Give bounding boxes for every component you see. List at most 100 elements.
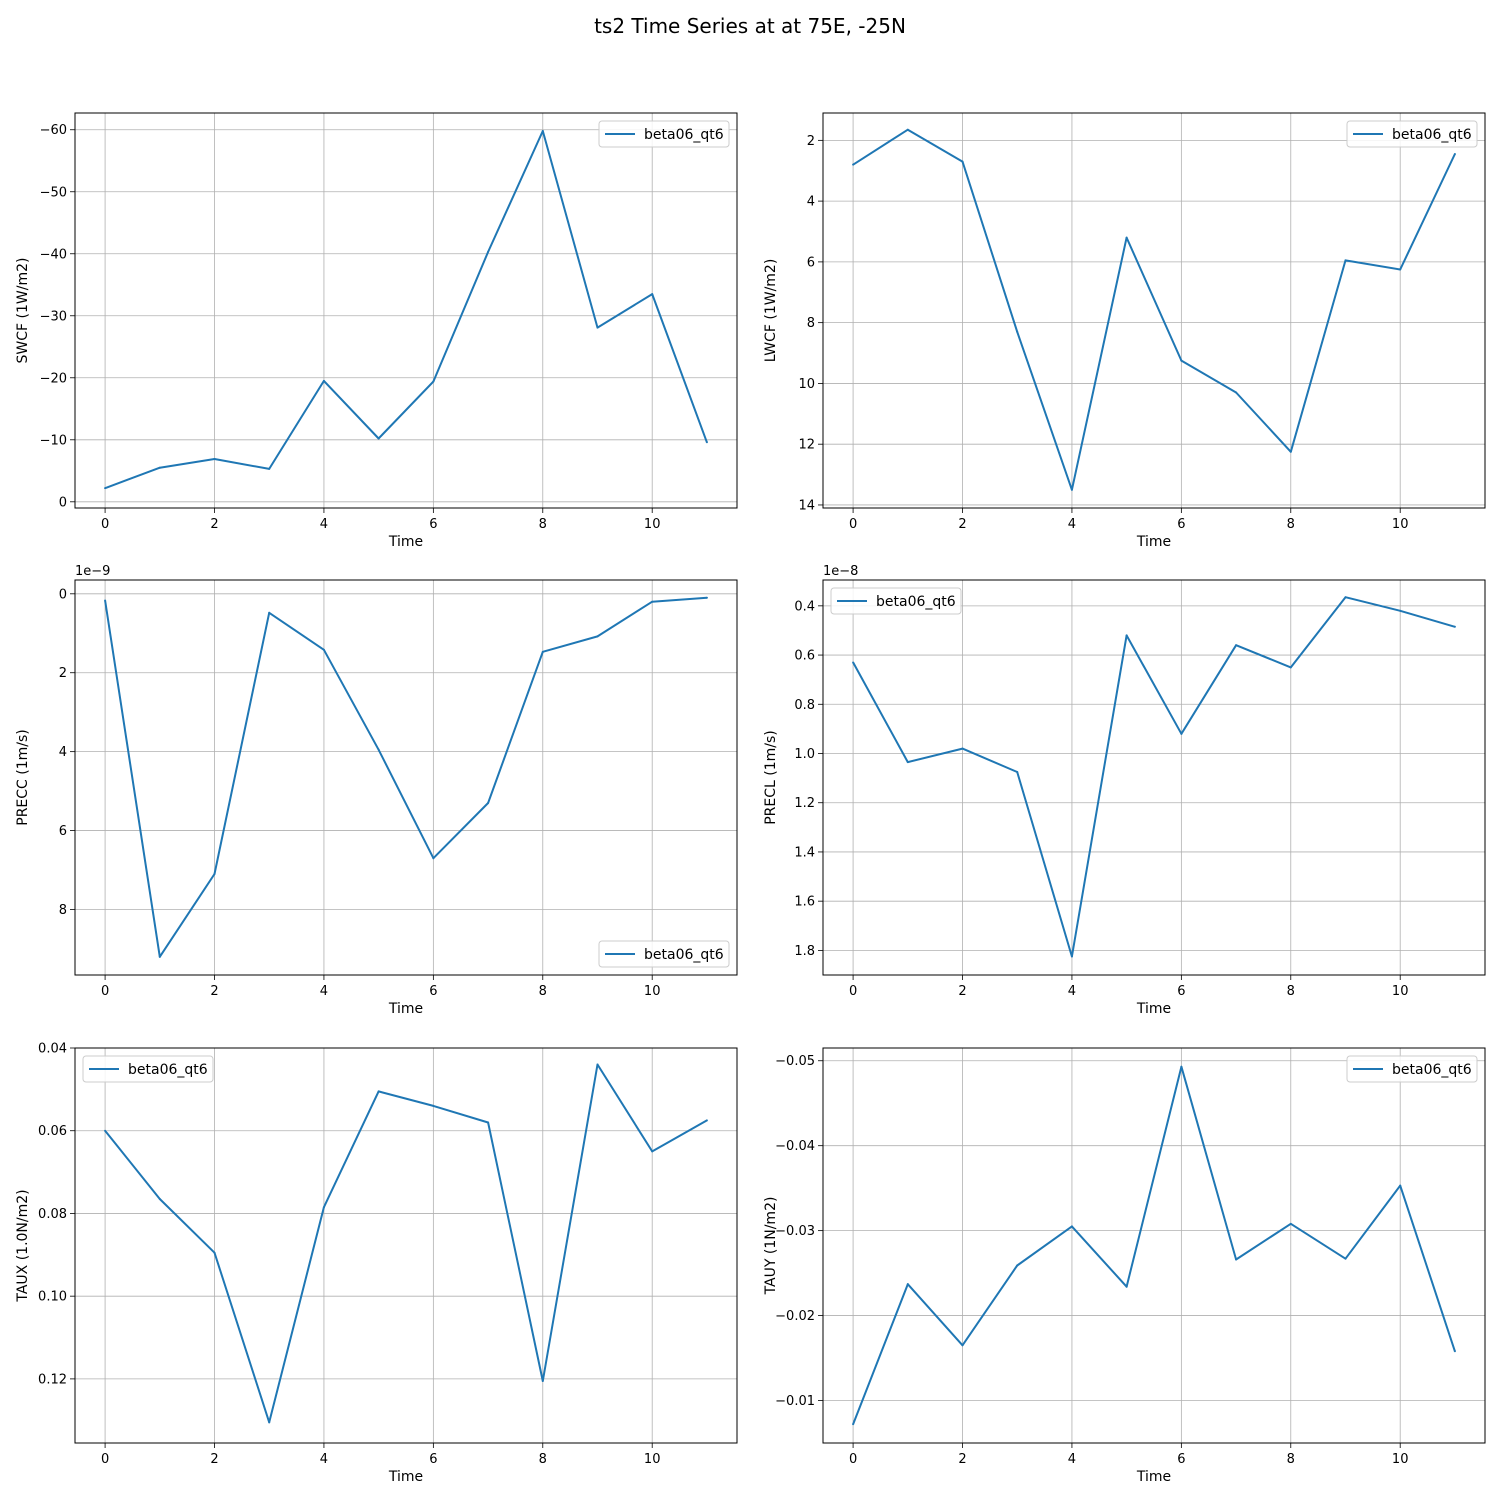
legend-label: beta06_qt6	[1392, 1062, 1472, 1078]
legend-label: beta06_qt6	[644, 127, 724, 143]
y-tick-label: −0.01	[775, 1394, 815, 1409]
y-tick-label: 1.2	[794, 796, 815, 811]
axes-frame	[74, 112, 738, 509]
subplot-6: 0 2 4 6 8 10 −0.01 −0.02 −0.03 −0.04 −0.05 Time TAUY…	[763, 1047, 1486, 1485]
x-tick-label: 8	[1287, 517, 1295, 532]
data-point	[906, 128, 909, 131]
data-point	[104, 487, 107, 490]
x-tick-label: 10	[1392, 984, 1409, 999]
data-point	[651, 600, 654, 603]
x-tick-label: 8	[539, 984, 547, 999]
data-point	[1289, 450, 1292, 453]
figure-title: ts2 Time Series at at 75E, -25N	[594, 14, 906, 38]
legend: beta06_qt6	[830, 587, 962, 615]
data-point	[705, 596, 708, 599]
x-tick-label: 2	[958, 517, 966, 532]
legend: beta06_qt6	[598, 940, 730, 968]
data-point	[213, 872, 216, 875]
data-point	[1016, 1264, 1019, 1267]
legend-box	[1346, 120, 1478, 148]
x-tick-label: 10	[644, 517, 661, 532]
data-point	[377, 1090, 380, 1093]
data-point	[268, 467, 271, 470]
y-tick-label: −0.02	[775, 1309, 815, 1324]
y-tick-label: −40	[40, 247, 67, 262]
data-point	[322, 648, 325, 651]
x-tick-label: 4	[320, 984, 328, 999]
data-point	[1016, 330, 1019, 333]
data-point	[1070, 1225, 1073, 1228]
y-tick-label: 0.06	[38, 1124, 67, 1139]
data-point	[158, 466, 161, 469]
y-tick-label: 1.0	[794, 747, 815, 762]
data-point	[213, 458, 216, 461]
data-point	[104, 1129, 107, 1132]
data-point	[1453, 1350, 1456, 1353]
data-point	[852, 661, 855, 664]
y-axis-label: TAUX (1.0N/m2)	[15, 1189, 31, 1302]
data-point	[432, 857, 435, 860]
x-tick-label: 0	[101, 984, 109, 999]
x-tick-label: 2	[210, 517, 218, 532]
x-tick-label: 0	[849, 1452, 857, 1467]
x-tick-label: 2	[958, 984, 966, 999]
x-tick-label: 0	[101, 1452, 109, 1467]
legend: beta06_qt6	[82, 1055, 214, 1083]
y-axis-label: PRECC (1m/s)	[15, 729, 31, 826]
y-tick-label: −50	[40, 185, 67, 200]
y-tick-label: 12	[798, 438, 815, 453]
data-point	[906, 1283, 909, 1286]
data-point	[1125, 236, 1128, 239]
x-axis-label: Time	[388, 1469, 423, 1485]
subplot-4: 0 2 4 6 8 10 0.4 0.6 0.8 1.0 1.2 1.4 1.6 1.8 Time PRECL…	[763, 564, 1486, 1017]
x-tick-label: 8	[539, 517, 547, 532]
x-tick-label: 4	[1068, 1452, 1076, 1467]
data-point	[1125, 1285, 1128, 1288]
legend-box	[830, 587, 962, 615]
data-point	[541, 650, 544, 653]
data-point	[651, 293, 654, 296]
x-tick-label: 8	[539, 1452, 547, 1467]
x-tick-label: 6	[429, 1452, 437, 1467]
data-point	[1344, 596, 1347, 599]
series-line	[104, 596, 707, 958]
data-point	[1399, 268, 1402, 271]
subplot-3: 0 2 4 6 8 10 0 2 4 6 8 Time PRECC (1m/s) 1e−9 beta06_q…	[15, 564, 738, 1017]
y-tick-label: 6	[807, 255, 815, 270]
data-point	[705, 1119, 708, 1122]
y-tick-label: 8	[807, 316, 815, 331]
data-point	[432, 1104, 435, 1107]
y-tick-label: 0	[59, 495, 67, 510]
data-point	[213, 1251, 216, 1254]
y-tick-label: 4	[807, 195, 815, 210]
y-tick-label: 14	[798, 498, 815, 513]
x-tick-label: 6	[1177, 1452, 1185, 1467]
data-point	[961, 1344, 964, 1347]
legend-box	[82, 1055, 214, 1083]
y-tick-label: 6	[59, 824, 67, 839]
legend: beta06_qt6	[1346, 120, 1478, 148]
data-point	[322, 1206, 325, 1209]
data-point	[596, 326, 599, 329]
legend: beta06_qt6	[1346, 1055, 1478, 1083]
data-point	[1180, 1065, 1183, 1068]
data-point	[1070, 488, 1073, 491]
x-tick-label: 0	[849, 984, 857, 999]
legend-label: beta06_qt6	[876, 594, 956, 610]
x-axis-label: Time	[1136, 534, 1171, 550]
data-point	[1344, 259, 1347, 262]
series-line	[852, 596, 1456, 958]
y-axis-label: SWCF (1W/m2)	[15, 258, 31, 364]
data-point	[1344, 1257, 1347, 1260]
axes-frame	[74, 1047, 738, 1444]
y-tick-label: 0.04	[38, 1042, 67, 1057]
y-axis-label: PRECL (1m/s)	[763, 730, 779, 825]
data-point	[432, 380, 435, 383]
x-tick-label: 10	[1392, 1452, 1409, 1467]
x-tick-label: 10	[644, 1452, 661, 1467]
y-tick-label: 1.4	[794, 845, 815, 860]
axes-frame	[822, 112, 1486, 509]
data-point	[852, 163, 855, 166]
data-point	[1289, 666, 1292, 669]
